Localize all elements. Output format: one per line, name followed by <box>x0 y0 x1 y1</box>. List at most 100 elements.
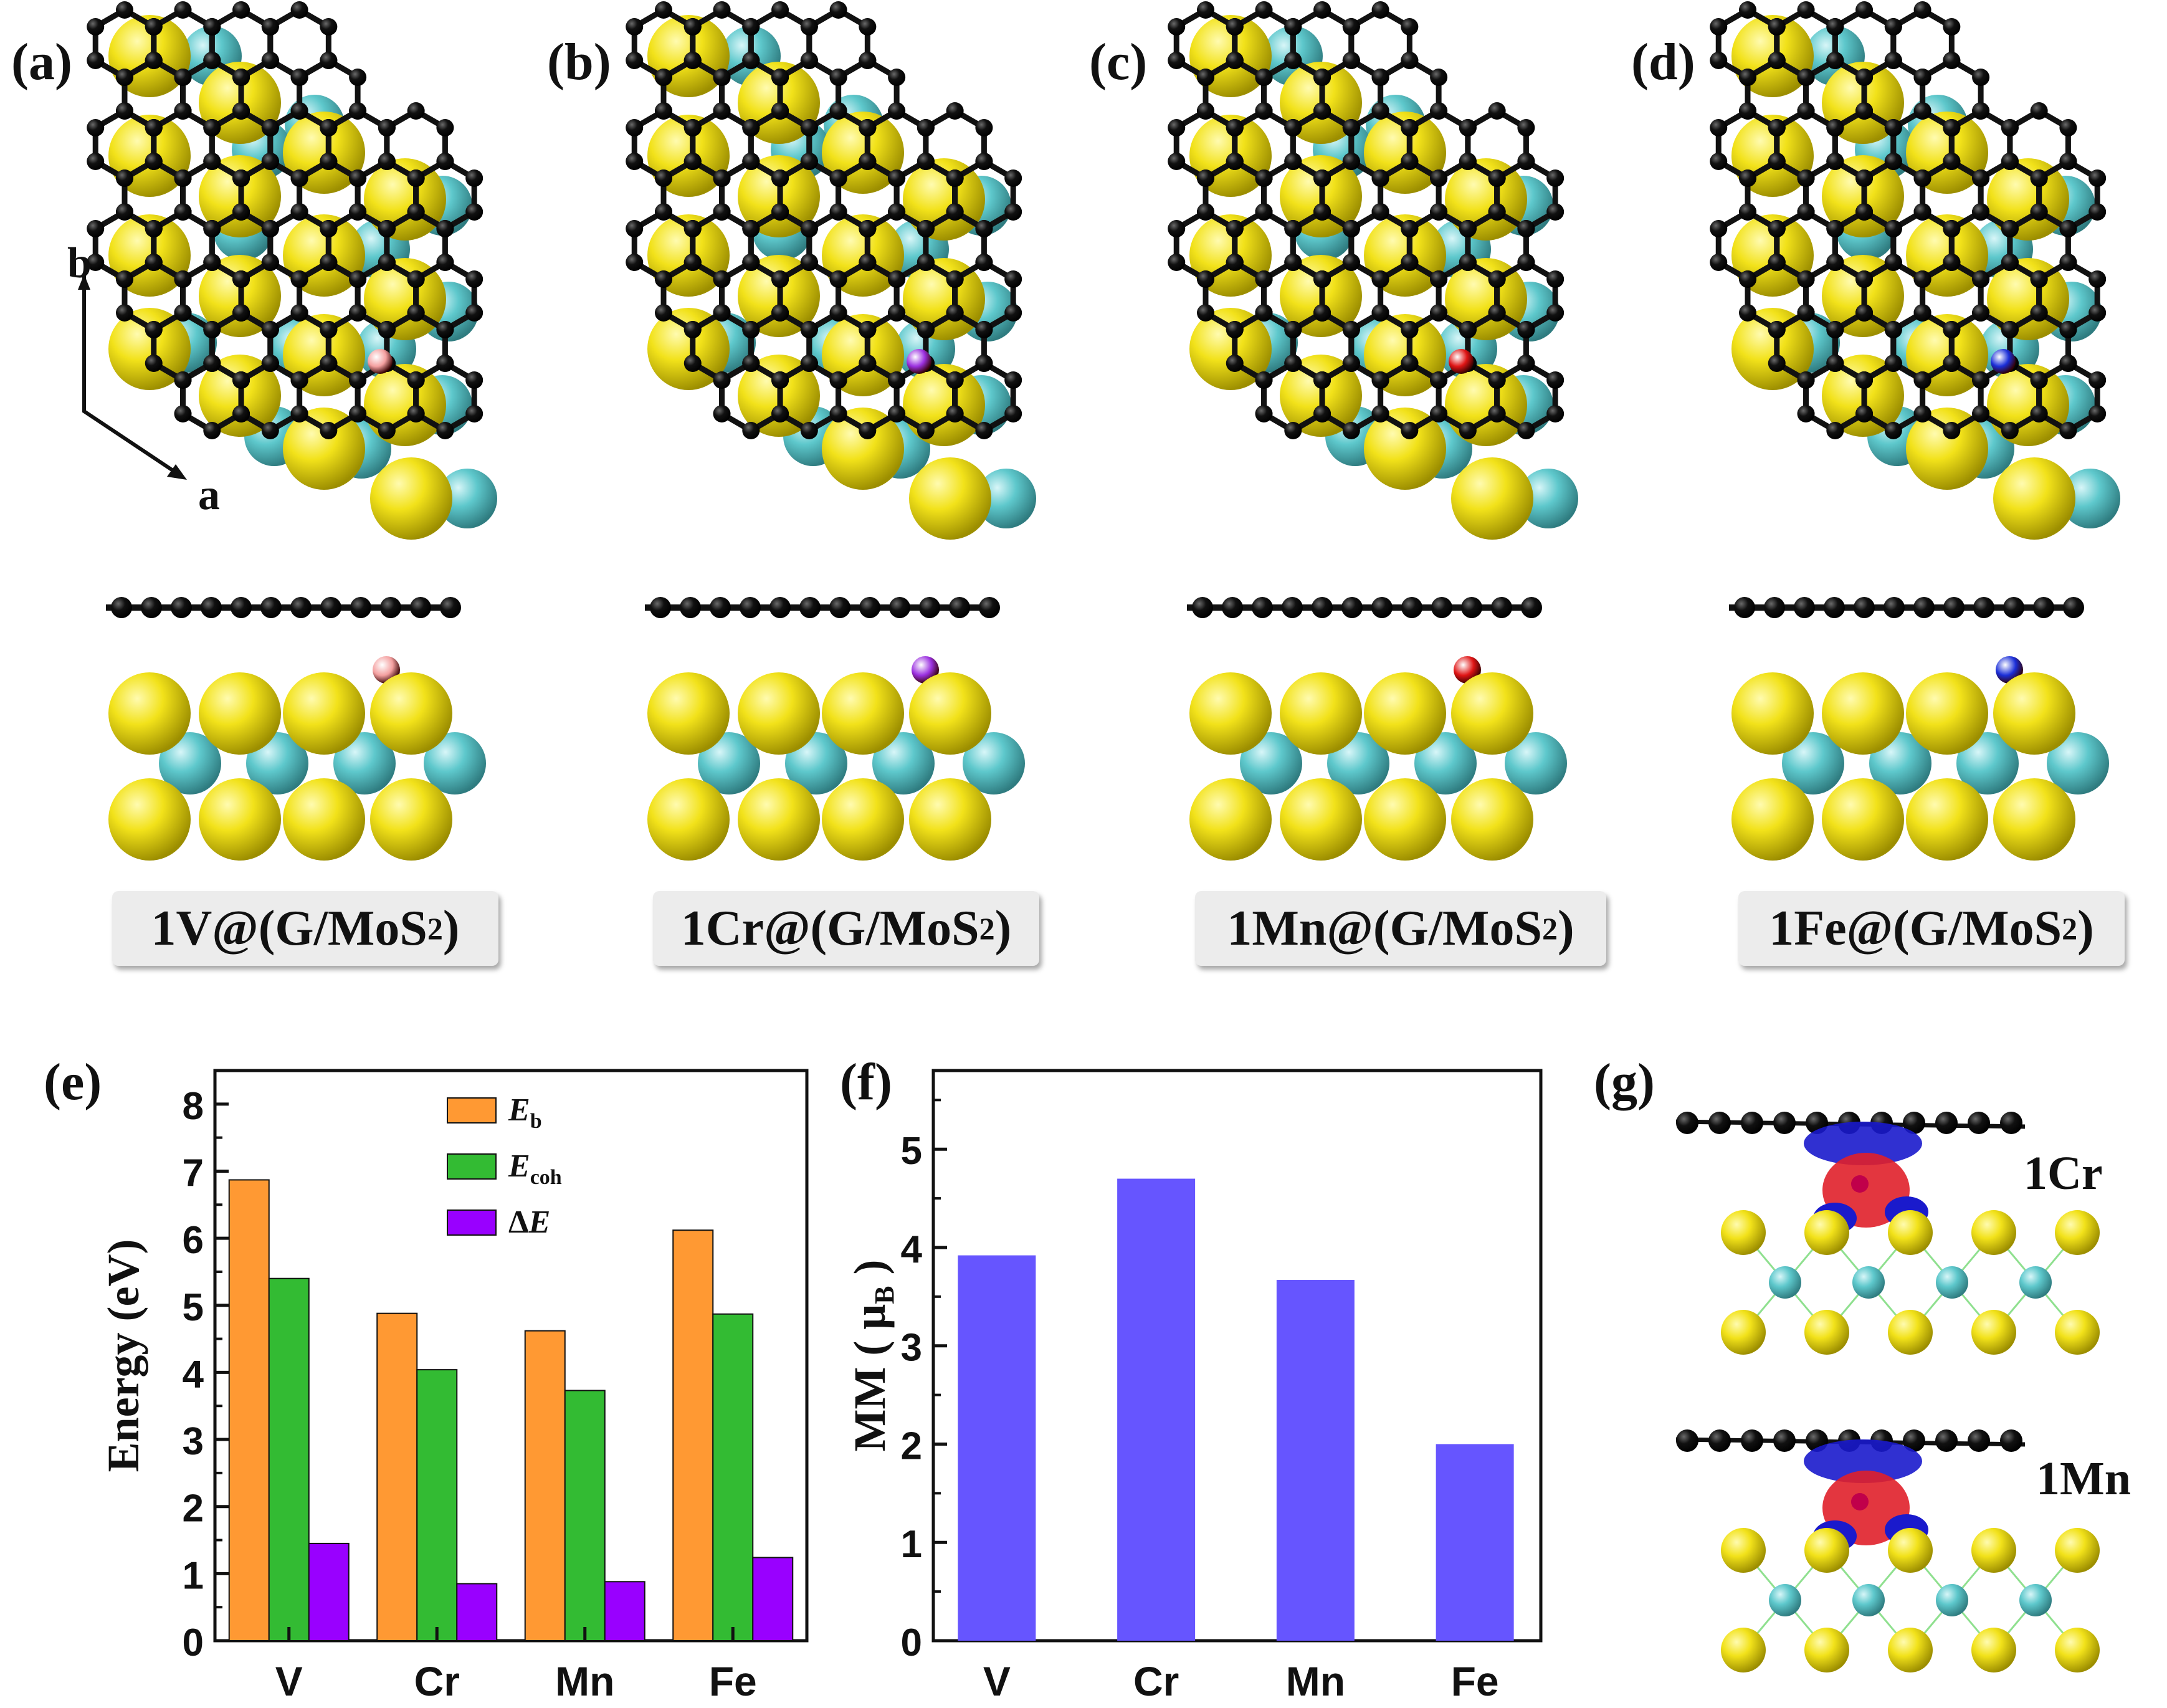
s-atom <box>370 457 452 540</box>
c-atom <box>771 69 789 86</box>
c-atom <box>1371 69 1389 86</box>
c-atom <box>436 355 454 372</box>
c-atom <box>888 405 906 422</box>
c-atom <box>1972 405 1990 422</box>
y-tick-label: 2 <box>901 1424 922 1467</box>
mo-atom-side <box>1852 1584 1885 1616</box>
s-atom-side <box>738 778 820 861</box>
c-atom <box>320 119 338 136</box>
c-atom <box>174 304 192 322</box>
caption-b: 1Cr@(G/MoS 2) <box>653 891 1039 966</box>
c-atom <box>174 270 192 288</box>
c-atom <box>713 169 731 187</box>
s-atom-side <box>1822 778 1904 861</box>
mo-atom-side <box>1769 1584 1801 1616</box>
c-atom <box>946 371 964 389</box>
c-atom <box>1226 119 1244 136</box>
c-atom <box>261 321 279 338</box>
mo-atom-side <box>159 732 221 794</box>
c-atom-side <box>1708 1429 1731 1452</box>
c-atom <box>2059 422 2077 439</box>
s-atom-side <box>1822 672 1904 755</box>
c-atom <box>829 304 847 322</box>
s-atom <box>1993 457 2075 540</box>
mo-atom-side <box>1240 732 1302 794</box>
c-atom <box>1738 169 1756 187</box>
c-atom <box>1430 169 1448 187</box>
c-atom-side <box>979 597 1000 618</box>
c-atom <box>771 405 789 422</box>
c-atom <box>713 102 731 120</box>
c-atom <box>654 169 672 187</box>
s-atom-side <box>108 778 191 861</box>
c-atom <box>2001 119 2019 136</box>
c-atom <box>87 254 105 271</box>
s-atom-side <box>199 778 281 861</box>
c-atom <box>87 220 105 237</box>
c-atom <box>946 102 964 120</box>
c-atom <box>115 169 133 187</box>
c-atom <box>407 203 425 221</box>
s-atom-side <box>1280 672 1362 755</box>
c-atom <box>1797 304 1815 322</box>
c-atom <box>203 153 221 170</box>
c-atom <box>1913 102 1931 120</box>
mo-atom-side <box>963 732 1025 794</box>
c-atom <box>1855 304 1874 322</box>
c-atom <box>1371 371 1389 389</box>
c-atom-side <box>889 597 910 618</box>
c-atom <box>1797 169 1815 187</box>
c-atom-side <box>1935 1112 1958 1134</box>
c-atom <box>1913 69 1931 86</box>
c-atom-side <box>410 597 431 618</box>
c-atom <box>232 1 250 19</box>
c-atom <box>713 270 731 288</box>
c-atom <box>742 355 760 372</box>
mo-atom-side <box>1936 1584 1968 1616</box>
y-tick-label: 7 <box>183 1152 204 1195</box>
c-atom <box>1196 69 1214 86</box>
c-atom <box>203 422 221 439</box>
c-atom <box>1168 18 1186 36</box>
s-atom-side <box>1364 672 1446 755</box>
c-atom <box>829 270 847 288</box>
c-atom <box>349 203 367 221</box>
c-atom <box>655 102 672 120</box>
c-atom <box>1884 153 1902 170</box>
c-atom <box>1459 119 1477 136</box>
mo-atom-side <box>2019 1266 2052 1299</box>
c-atom <box>1430 371 1448 389</box>
c-atom <box>116 1 133 19</box>
s-atom-side <box>1731 778 1814 861</box>
c-atom <box>1546 169 1565 187</box>
c-atom <box>1739 203 1756 221</box>
s-atom-side <box>1804 1310 1849 1355</box>
c-atom <box>1401 18 1419 36</box>
c-atom <box>713 203 731 221</box>
c-atom <box>1371 405 1389 422</box>
c-atom <box>1488 102 1506 120</box>
c-atom-side <box>740 597 761 618</box>
c-atom <box>87 119 105 136</box>
bar-E_b-Fe <box>672 1229 714 1641</box>
c-atom <box>975 254 993 271</box>
structure-c <box>1168 1 1578 861</box>
s-atom-side <box>909 672 991 755</box>
c-atom <box>1284 321 1302 338</box>
lattice-b-label: b <box>67 239 92 287</box>
c-atom <box>1226 153 1244 170</box>
c-atom <box>2088 203 2107 221</box>
c-atom <box>1255 1 1273 19</box>
c-atom <box>742 220 760 237</box>
c-atom <box>261 422 279 439</box>
c-atom <box>436 422 454 439</box>
c-atom <box>1488 304 1506 322</box>
c-atom <box>2030 169 2048 187</box>
mo-atom-side <box>1414 732 1477 794</box>
y-tick-label: 0 <box>901 1621 922 1664</box>
c-atom <box>1168 52 1186 69</box>
c-atom-side <box>290 597 312 618</box>
c-atom <box>2088 405 2107 422</box>
